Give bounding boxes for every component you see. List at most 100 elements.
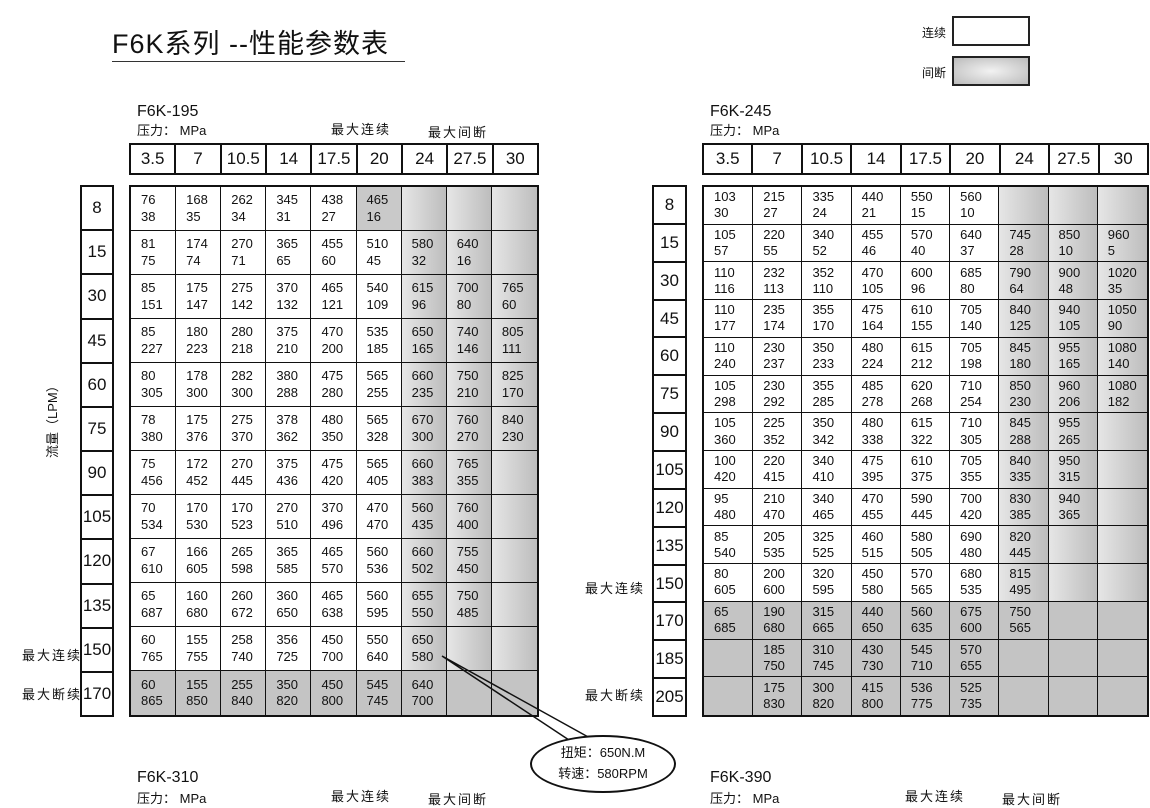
cell-speed: 110 xyxy=(812,280,834,296)
cell-speed: 680 xyxy=(763,620,785,636)
cell-torque: 282 xyxy=(231,368,253,384)
table-cell: 705 140 xyxy=(950,300,1000,338)
cell-speed: 74 xyxy=(186,252,201,268)
flow-row-label: 120 xyxy=(82,538,112,582)
cell-speed: 650 xyxy=(276,604,299,620)
table-cell: 220 55 xyxy=(753,224,803,263)
table-cell: 750 565 xyxy=(999,601,1049,640)
cell-torque: 166 xyxy=(186,544,208,560)
table-cell xyxy=(491,671,537,715)
cell-torque: 750 xyxy=(456,368,479,384)
table-cell: 75 456 xyxy=(131,451,177,495)
table1-max-continuous-label: 最大连续 xyxy=(331,122,392,137)
cell-torque: 350 xyxy=(812,415,835,431)
table-cell: 550 640 xyxy=(356,627,402,671)
table-cell: 280 218 xyxy=(221,319,267,363)
table-cell: 100 420 xyxy=(704,451,754,489)
callout-torque: 扭矩：650N.M xyxy=(560,745,646,761)
cell-torque: 960 xyxy=(1058,377,1081,393)
table-cell: 815 495 xyxy=(999,564,1049,602)
cell-speed: 147 xyxy=(186,296,208,312)
cell-speed: 385 xyxy=(1009,507,1032,523)
table2-model: F6K-245 xyxy=(710,103,772,120)
cell-speed: 470 xyxy=(366,516,389,532)
cell-torque: 480 xyxy=(861,415,884,431)
table-cell: 300 820 xyxy=(802,677,852,715)
table-cell: 340 465 xyxy=(802,488,852,527)
cell-speed: 700 xyxy=(321,648,344,664)
cell-speed: 410 xyxy=(812,469,835,485)
cell-torque: 615 xyxy=(411,280,434,296)
cell-torque: 550 xyxy=(366,632,389,648)
cell-speed: 355 xyxy=(456,472,479,488)
cell-torque: 105 xyxy=(714,377,736,393)
cell-speed: 223 xyxy=(186,340,208,356)
cell-speed: 350 xyxy=(321,428,344,444)
cell-torque: 755 xyxy=(456,544,479,560)
cell-torque: 700 xyxy=(960,490,982,506)
cell-torque: 172 xyxy=(186,456,208,472)
table-cell: 470 200 xyxy=(311,319,357,363)
pressure-header-cell: 3.5 xyxy=(715,149,740,168)
cell-torque: 310 xyxy=(812,641,835,657)
cell-torque: 315 xyxy=(812,603,835,619)
cell-speed: 10 xyxy=(960,205,975,221)
cell-speed: 27 xyxy=(763,205,778,221)
cell-speed: 15 xyxy=(910,205,926,221)
cell-torque: 365 xyxy=(276,236,299,252)
table-cell: 900 48 xyxy=(1048,262,1098,301)
table1-pressure-header: 3.5 7 10.5 14 17.5 20 24 27.5 30 xyxy=(129,143,539,175)
cell-torque: 540 xyxy=(366,280,389,296)
table-cell: 378 362 xyxy=(266,407,312,451)
table-cell: 1050 90 xyxy=(1097,300,1147,338)
cell-torque: 710 xyxy=(960,377,982,393)
flow-row-label: 150 xyxy=(654,563,685,602)
cell-torque: 355 xyxy=(812,302,835,318)
cell-torque: 830 xyxy=(1009,490,1032,506)
cell-speed: 80 xyxy=(960,280,975,296)
table-cell: 580 505 xyxy=(900,526,951,565)
table-cell: 570 655 xyxy=(950,639,1000,678)
cell-speed: 170 xyxy=(812,318,835,334)
table-cell xyxy=(704,639,754,678)
table2-flow-labels: 8 15 30 45 60 75 90 105 120 135 150 170 185 205 xyxy=(652,185,687,717)
cell-torque: 270 xyxy=(231,236,253,252)
cell-speed: 180 xyxy=(1009,356,1032,372)
cell-torque: 370 xyxy=(276,280,299,296)
cell-speed: 865 xyxy=(141,693,163,708)
table-cell: 660 383 xyxy=(401,451,447,495)
cell-torque: 680 xyxy=(960,566,982,582)
pressure-header-cell: 14 xyxy=(264,145,310,173)
cell-speed: 177 xyxy=(714,318,736,334)
cell-torque: 536 xyxy=(910,679,933,695)
table-cell: 80 605 xyxy=(704,564,754,602)
table-cell: 940 365 xyxy=(1048,488,1098,527)
table-cell: 830 385 xyxy=(999,488,1049,527)
cell-speed: 840 xyxy=(231,693,253,708)
table-cell: 955 265 xyxy=(1048,413,1098,451)
cell-speed: 96 xyxy=(411,296,427,312)
cell-speed: 71 xyxy=(231,252,246,268)
cell-torque: 550 xyxy=(910,189,933,205)
cell-torque: 825 xyxy=(501,368,524,384)
table-cell xyxy=(704,677,754,715)
cell-torque: 365 xyxy=(276,544,299,560)
table-cell: 175 830 xyxy=(753,677,803,715)
cell-torque: 465 xyxy=(321,544,344,560)
flow-row-label: 170 xyxy=(82,670,112,715)
cell-torque: 940 xyxy=(1058,490,1081,506)
table-cell: 310 745 xyxy=(802,639,852,678)
cell-torque: 65 xyxy=(714,603,729,619)
table-cell xyxy=(491,451,537,495)
cell-speed: 300 xyxy=(186,384,208,400)
cell-speed: 525 xyxy=(812,544,835,560)
cell-torque: 65 xyxy=(141,588,156,604)
table-cell xyxy=(491,187,537,231)
table-cell: 155 850 xyxy=(176,671,222,715)
cell-speed: 565 xyxy=(1009,620,1032,636)
cell-torque: 270 xyxy=(231,456,253,472)
cell-speed: 436 xyxy=(276,472,299,488)
cell-speed: 235 xyxy=(411,384,434,400)
cell-torque: 615 xyxy=(910,339,933,355)
cell-torque: 300 xyxy=(812,679,835,695)
